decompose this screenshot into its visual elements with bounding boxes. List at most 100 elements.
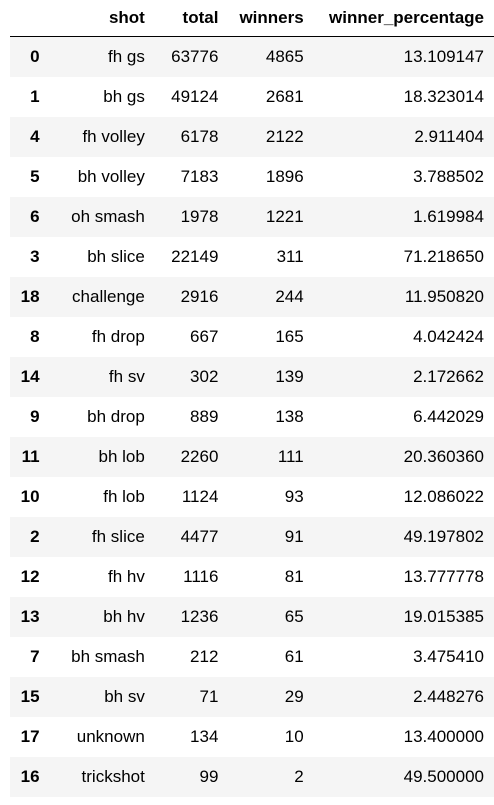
- cell-total: 2916: [180, 286, 219, 306]
- cell-winners: 1221: [265, 206, 304, 226]
- cell-shot: fh drop: [91, 326, 145, 346]
- table-row: 1 bh gs 49124 2681 18.323014: [10, 76, 494, 117]
- cell-winners: 93: [284, 486, 304, 506]
- cell-shot: bh smash: [71, 646, 145, 666]
- row-index: 9: [30, 406, 40, 426]
- table-body: 0 fh gs 63776 4865 13.109147 1 bh gs 49124 2681 1…: [10, 36, 494, 797]
- cell-winner-percentage: 13.777778: [403, 566, 484, 586]
- cell-winners: 2681: [265, 86, 304, 106]
- cell-winner-percentage: 3.788502: [413, 166, 484, 186]
- row-index: 0: [30, 46, 40, 66]
- row-index: 18: [20, 286, 40, 306]
- row-index: 15: [20, 686, 40, 706]
- cell-shot: trickshot: [81, 766, 145, 786]
- cell-winner-percentage: 49.500000: [403, 766, 484, 786]
- cell-total: 7183: [180, 166, 219, 186]
- cell-total: 302: [190, 366, 219, 386]
- cell-winner-percentage: 19.015385: [403, 606, 484, 626]
- cell-winner-percentage: 2.911404: [414, 126, 484, 146]
- header-row: shot total winners winner_percentage: [10, 0, 494, 37]
- cell-winners: 139: [275, 366, 304, 386]
- cell-winners: 1896: [265, 166, 304, 186]
- row-index: 13: [20, 606, 40, 626]
- row-index: 14: [20, 366, 40, 386]
- dataframe-table: shot total winners winner_percentage 0 fh…: [10, 0, 494, 797]
- cell-total: 1236: [180, 606, 219, 626]
- row-index: 3: [30, 246, 40, 266]
- table-row: 6 oh smash 1978 1221 1.619984: [10, 196, 494, 237]
- cell-shot: bh sv: [104, 686, 145, 706]
- cell-winner-percentage: 18.323014: [403, 86, 484, 106]
- cell-winners: 10: [284, 726, 304, 746]
- cell-shot: challenge: [72, 286, 145, 306]
- cell-shot: fh gs: [107, 46, 145, 66]
- column-header-winner-percentage: winner_percentage: [313, 0, 494, 37]
- table-row: 4 fh volley 6178 2122 2.911404: [10, 116, 494, 157]
- cell-shot: bh drop: [87, 406, 145, 426]
- row-index: 6: [30, 206, 40, 226]
- cell-winners: 91: [284, 526, 304, 546]
- cell-shot: bh hv: [103, 606, 145, 626]
- cell-total: 99: [199, 766, 219, 786]
- table-row: 13 bh hv 1236 65 19.015385: [10, 596, 494, 637]
- row-index: 7: [30, 646, 40, 666]
- table-header: shot total winners winner_percentage: [10, 0, 494, 37]
- cell-shot: fh hv: [107, 566, 145, 586]
- cell-shot: fh sv: [108, 366, 145, 386]
- row-index: 17: [20, 726, 40, 746]
- row-index: 12: [20, 566, 40, 586]
- table-row: 11 bh lob 2260 111 20.360360: [10, 436, 494, 477]
- cell-shot: fh lob: [103, 486, 145, 506]
- cell-total: 667: [190, 326, 219, 346]
- cell-winner-percentage: 13.400000: [403, 726, 484, 746]
- table-row: 7 bh smash 212 61 3.475410: [10, 636, 494, 677]
- cell-winners: 111: [277, 446, 304, 466]
- cell-winners: 65: [284, 606, 304, 626]
- table-row: 14 fh sv 302 139 2.172662: [10, 356, 494, 397]
- cell-total: 889: [190, 406, 219, 426]
- cell-total: 1116: [183, 566, 219, 586]
- cell-winners: 61: [284, 646, 304, 666]
- cell-shot: fh volley: [82, 126, 145, 146]
- cell-total: 1124: [181, 486, 219, 506]
- cell-winners: 29: [284, 686, 304, 706]
- row-index: 11: [21, 446, 40, 466]
- cell-winner-percentage: 11.950820: [404, 286, 484, 306]
- cell-shot: unknown: [76, 726, 145, 746]
- cell-winners: 81: [284, 566, 304, 586]
- table-row: 8 fh drop 667 165 4.042424: [10, 316, 494, 357]
- row-index: 8: [30, 326, 40, 346]
- row-index: 4: [30, 126, 40, 146]
- cell-winner-percentage: 71.218650: [403, 246, 484, 266]
- cell-winners: 4865: [265, 46, 304, 66]
- table-row: 10 fh lob 1124 93 12.086022: [10, 476, 494, 517]
- row-index: 10: [20, 486, 40, 506]
- cell-total: 71: [199, 686, 219, 706]
- column-header-total: total: [154, 0, 229, 37]
- cell-winner-percentage: 12.086022: [403, 486, 484, 506]
- cell-winners: 2: [294, 766, 304, 786]
- row-index: 16: [20, 766, 40, 786]
- cell-shot: bh slice: [87, 246, 145, 266]
- cell-total: 63776: [171, 46, 219, 66]
- cell-winner-percentage: 2.448276: [413, 686, 484, 706]
- row-index: 2: [30, 526, 40, 546]
- cell-total: 22149: [171, 246, 219, 266]
- cell-winner-percentage: 4.042424: [413, 326, 484, 346]
- cell-shot: bh lob: [98, 446, 145, 466]
- cell-shot: oh smash: [71, 206, 145, 226]
- cell-winner-percentage: 3.475410: [413, 646, 484, 666]
- cell-total: 6178: [180, 126, 219, 146]
- table-row: 3 bh slice 22149 311 71.218650: [10, 236, 494, 277]
- table-row: 5 bh volley 7183 1896 3.788502: [10, 156, 494, 197]
- cell-winner-percentage: 20.360360: [403, 446, 484, 466]
- cell-winners: 244: [275, 286, 304, 306]
- cell-shot: fh slice: [91, 526, 145, 546]
- cell-winners: 165: [275, 326, 304, 346]
- cell-total: 1978: [180, 206, 219, 226]
- cell-winner-percentage: 6.442029: [413, 406, 484, 426]
- index-header: [10, 0, 50, 37]
- cell-total: 134: [190, 726, 219, 746]
- cell-winners: 311: [276, 246, 304, 266]
- cell-shot: bh gs: [103, 86, 145, 106]
